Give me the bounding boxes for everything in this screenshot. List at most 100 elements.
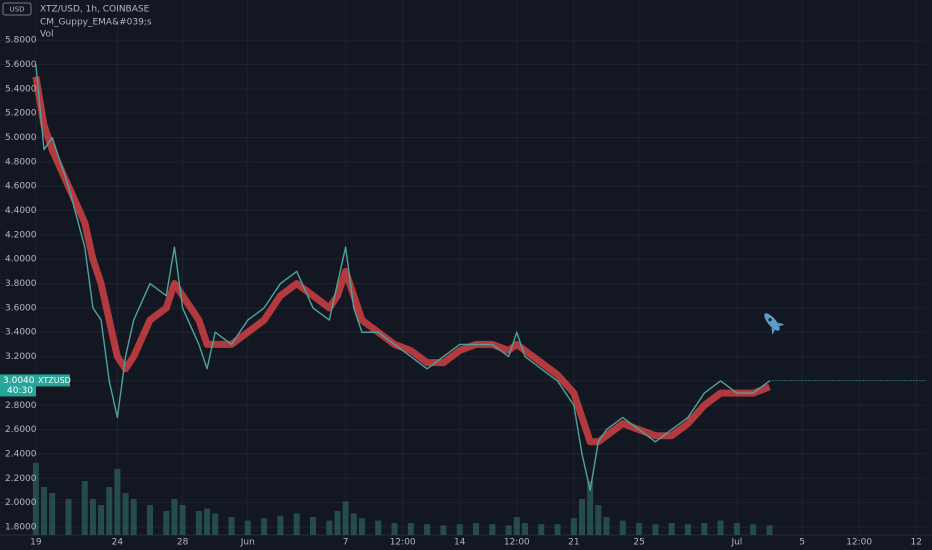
- volume-bar: [579, 499, 586, 535]
- volume-bar: [375, 520, 382, 535]
- x-tick-label: 7: [343, 538, 349, 548]
- volume-bar: [595, 505, 602, 535]
- rocket-body: [764, 313, 780, 331]
- volume-bar: [652, 524, 659, 535]
- last-price-label: 3.0040: [3, 376, 35, 386]
- volume-bar: [636, 523, 643, 535]
- volume-bar: [98, 505, 105, 535]
- volume-bar: [701, 523, 708, 535]
- x-tick-label: 21: [568, 538, 579, 548]
- volume-bar: [49, 493, 56, 535]
- volume-bar: [489, 524, 496, 535]
- volume-bar: [179, 505, 186, 535]
- volume-bar: [538, 524, 545, 535]
- volume-bar: [212, 513, 219, 535]
- rocket-icon[interactable]: [759, 308, 785, 335]
- lines: [32, 64, 926, 492]
- y-tick-label: 5.8000: [5, 36, 37, 46]
- volume-bar: [334, 511, 341, 535]
- volume-bar: [733, 523, 740, 535]
- y-tick-label: 3.6000: [5, 303, 37, 313]
- volume-bar: [391, 523, 398, 535]
- volume-bar: [293, 513, 300, 535]
- indicator: Vol: [40, 30, 53, 40]
- x-tick-label: Jun: [240, 538, 255, 548]
- x-tick-label: 28: [177, 538, 189, 548]
- volume-bar: [619, 520, 626, 535]
- x-tick-label: 25: [633, 538, 644, 548]
- volume-bar: [130, 499, 137, 535]
- rocket-window: [768, 318, 772, 322]
- y-tick-label: 2.4000: [5, 449, 37, 459]
- volume-bar: [473, 523, 480, 535]
- volume: [32, 463, 773, 535]
- y-tick-label: 5.0000: [5, 133, 37, 143]
- volume-bar: [570, 518, 577, 535]
- x-tick-label: 12:00: [846, 538, 872, 548]
- ema-ribbon: [32, 76, 771, 446]
- y-tick-label: 4.0000: [5, 255, 37, 265]
- volume-bar: [684, 524, 691, 535]
- y-tick-label: 3.8000: [5, 279, 37, 289]
- y-tick-label: 4.6000: [5, 182, 37, 192]
- x-tick-label: 12: [910, 538, 921, 548]
- volume-bar: [554, 524, 561, 535]
- symbol-label: XTZUSD: [38, 376, 71, 385]
- y-tick-label: 5.4000: [5, 84, 37, 94]
- volume-bar: [228, 517, 235, 535]
- volume-bar: [122, 493, 129, 535]
- volume-bar: [163, 511, 170, 535]
- volume-bar: [456, 524, 463, 535]
- indicator: CM_Guppy_EMA&#039;s: [40, 18, 152, 28]
- volume-bar: [440, 525, 447, 535]
- y-tick-label: 4.2000: [5, 230, 37, 240]
- volume-bar: [81, 481, 88, 535]
- y-tick-label: 5.6000: [5, 60, 37, 70]
- volume-bar: [114, 469, 121, 535]
- volume-bar: [521, 523, 528, 535]
- symbol-tag: [36, 374, 70, 387]
- y-tick-label: 3.4000: [5, 328, 37, 338]
- volume-bar: [261, 518, 268, 535]
- volume-bar: [171, 499, 178, 535]
- volume-bar: [407, 523, 414, 535]
- volume-bar: [65, 499, 72, 535]
- y-tick-label: 2.0000: [5, 498, 37, 508]
- volume-bar: [766, 525, 773, 535]
- countdown: 40:30: [7, 386, 33, 396]
- y-tick-label: 3.2000: [5, 352, 37, 362]
- y-tick-label: 5.2000: [5, 109, 37, 119]
- volume-bar: [204, 508, 211, 535]
- x-tick-label: Jul: [730, 538, 742, 548]
- last-price-tag: [0, 374, 36, 397]
- volume-bar: [244, 520, 251, 535]
- volume-bar: [277, 515, 284, 535]
- volume-bar: [668, 523, 675, 535]
- x-tick-label: 12:00: [390, 538, 416, 548]
- volume-bar: [424, 524, 431, 535]
- volume-bar: [603, 517, 610, 535]
- y-tick-label: 4.8000: [5, 157, 37, 167]
- currency: USD: [10, 6, 25, 14]
- volume-bar: [310, 517, 317, 535]
- volume-bar: [195, 511, 202, 535]
- volume-bar: [342, 501, 349, 535]
- volume-bar: [717, 520, 724, 535]
- x-tick-label: 5: [799, 538, 805, 548]
- volume-bar: [587, 481, 594, 535]
- volume-bar: [106, 487, 113, 535]
- price-line: [35, 64, 770, 492]
- volume-bar: [32, 463, 39, 535]
- volume-bar: [358, 518, 365, 535]
- y-tick-label: 2.8000: [5, 401, 37, 411]
- currency-box[interactable]: [2, 2, 32, 16]
- x-tick-label: 12:00: [504, 538, 530, 548]
- rocket-fins: [771, 322, 785, 335]
- volume-bar: [326, 520, 333, 535]
- volume-bar: [513, 517, 520, 535]
- volume-bar: [505, 525, 512, 535]
